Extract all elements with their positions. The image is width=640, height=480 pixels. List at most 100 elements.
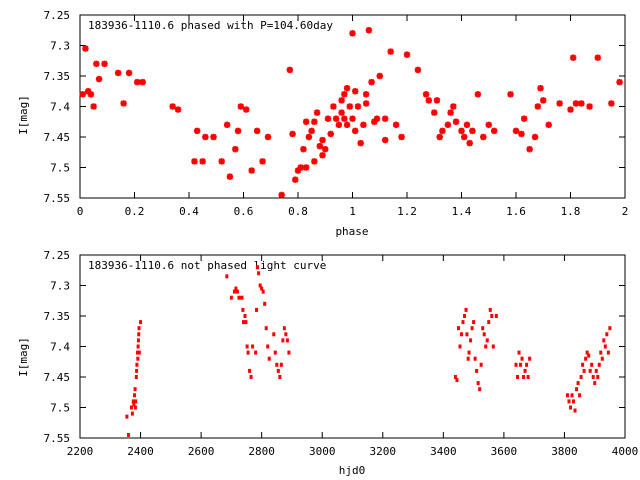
phased-data-point: [436, 133, 443, 141]
unphased-data-point: [591, 375, 595, 379]
phased-data-point: [447, 109, 454, 116]
unphased-y-tick-label: 7.25: [44, 249, 71, 262]
phased-data-point: [545, 121, 552, 128]
unphased-data-point: [273, 350, 277, 355]
phased-data-point: [125, 69, 133, 77]
unphased-data-point: [605, 332, 609, 337]
phased-x-tick-label: 1.8: [561, 205, 581, 218]
unphased-data-point: [528, 356, 532, 361]
phased-data-point: [311, 158, 318, 165]
phased-data-point: [286, 66, 294, 74]
phased-data-point: [608, 100, 615, 107]
unphased-data-point: [261, 289, 265, 294]
unphased-data-point: [232, 289, 236, 294]
unphased-data-point: [579, 375, 583, 379]
phased-data-point: [237, 103, 244, 110]
phased-x-tick-label: 0.4: [179, 205, 199, 218]
phased-data-point: [387, 48, 394, 55]
phased-data-point: [202, 133, 209, 141]
unphased-data-point: [133, 393, 136, 398]
unphased-data-point: [467, 350, 471, 355]
unphased-data-point: [570, 393, 574, 398]
unphased-data-point: [455, 378, 459, 383]
phased-data-point: [114, 69, 122, 77]
unphased-data-point: [260, 286, 264, 291]
phased-data-point: [243, 106, 250, 113]
unphased-data-point: [137, 326, 141, 331]
phased-data-point: [278, 191, 285, 199]
phased-data-point: [382, 115, 389, 122]
phased-points: [79, 27, 623, 199]
phased-data-point: [392, 121, 400, 128]
phased-data-point: [352, 127, 359, 135]
phased-data-point: [354, 103, 362, 110]
unphased-data-point: [600, 356, 604, 361]
phased-data-point: [322, 146, 329, 153]
phased-data-point: [452, 118, 460, 125]
phased-data-point: [93, 60, 100, 67]
unphased-data-point: [596, 375, 600, 379]
unphased-x-tick-label: 3200: [370, 445, 397, 458]
phased-x-tick-label: 1.6: [506, 205, 526, 218]
phased-ticks: 0 0.2 0.4 0.6 0.8 1 1.2 1.4 1.6 1.8 2 7.25 7.3 7.35 7.…: [44, 9, 629, 218]
phased-data-point: [556, 100, 563, 107]
unphased-data-point: [272, 332, 276, 337]
unphased-data-point: [517, 350, 521, 355]
phased-data-point: [463, 121, 471, 128]
phased-x-tick-label: 0: [77, 205, 84, 218]
phased-data-point: [572, 100, 580, 107]
phased-data-point: [512, 127, 520, 135]
phased-data-point: [534, 103, 541, 110]
phased-data-point: [594, 54, 601, 61]
unphased-y-tick-label: 7.55: [44, 432, 71, 445]
phased-y-tick-label: 7.5: [50, 162, 70, 175]
phased-data-point: [87, 91, 95, 98]
unphased-x-tick-label: 3400: [430, 445, 457, 458]
phased-data-point: [537, 85, 544, 92]
unphased-data-point: [572, 399, 576, 404]
unphased-data-point: [279, 362, 283, 367]
phased-data-point: [485, 121, 492, 128]
unphased-data-point: [475, 368, 479, 373]
unphased-data-point: [237, 295, 241, 300]
unphased-data-point: [463, 314, 467, 318]
phased-data-point: [90, 103, 97, 110]
phased-data-point: [570, 54, 577, 61]
unphased-data-point: [136, 350, 140, 355]
unphased-data-point: [266, 344, 270, 349]
unphased-data-point: [126, 432, 130, 437]
phased-data-point: [578, 100, 585, 107]
phased-data-point: [253, 127, 261, 135]
unphased-data-point: [267, 356, 271, 361]
phased-data-point: [398, 133, 405, 141]
unphased-data-point: [263, 301, 267, 306]
unphased-data-point: [136, 344, 140, 349]
unphased-data-point: [278, 375, 282, 379]
unphased-data-point: [136, 356, 140, 361]
phased-data-point: [616, 78, 623, 86]
unphased-y-tick-label: 7.3: [50, 280, 70, 293]
unphased-data-point: [244, 320, 248, 325]
phased-data-point: [311, 118, 318, 125]
phased-data-point: [174, 106, 182, 113]
phased-data-point: [79, 91, 86, 98]
unphased-y-tick-label: 7.35: [44, 310, 71, 323]
unphased-data-point: [245, 344, 249, 349]
phased-data-point: [586, 103, 593, 110]
unphased-x-axis-label: hjd0: [339, 464, 366, 477]
unphased-data-point: [519, 362, 523, 367]
unphased-x-tick-label: 2400: [127, 445, 154, 458]
phased-data-point: [289, 130, 296, 138]
phased-data-point: [349, 30, 356, 37]
unphased-data-point: [460, 332, 463, 337]
unphased-data-point: [593, 381, 597, 386]
phased-data-point: [313, 109, 321, 116]
phased-data-point: [439, 127, 446, 135]
phased-data-point: [414, 66, 422, 74]
unphased-data-point: [469, 338, 473, 343]
phased-x-tick-label: 1.2: [397, 205, 417, 218]
unphased-data-point: [478, 387, 482, 392]
phased-data-point: [330, 103, 337, 110]
unphased-data-point: [488, 307, 492, 312]
unphased-points: [125, 265, 612, 437]
